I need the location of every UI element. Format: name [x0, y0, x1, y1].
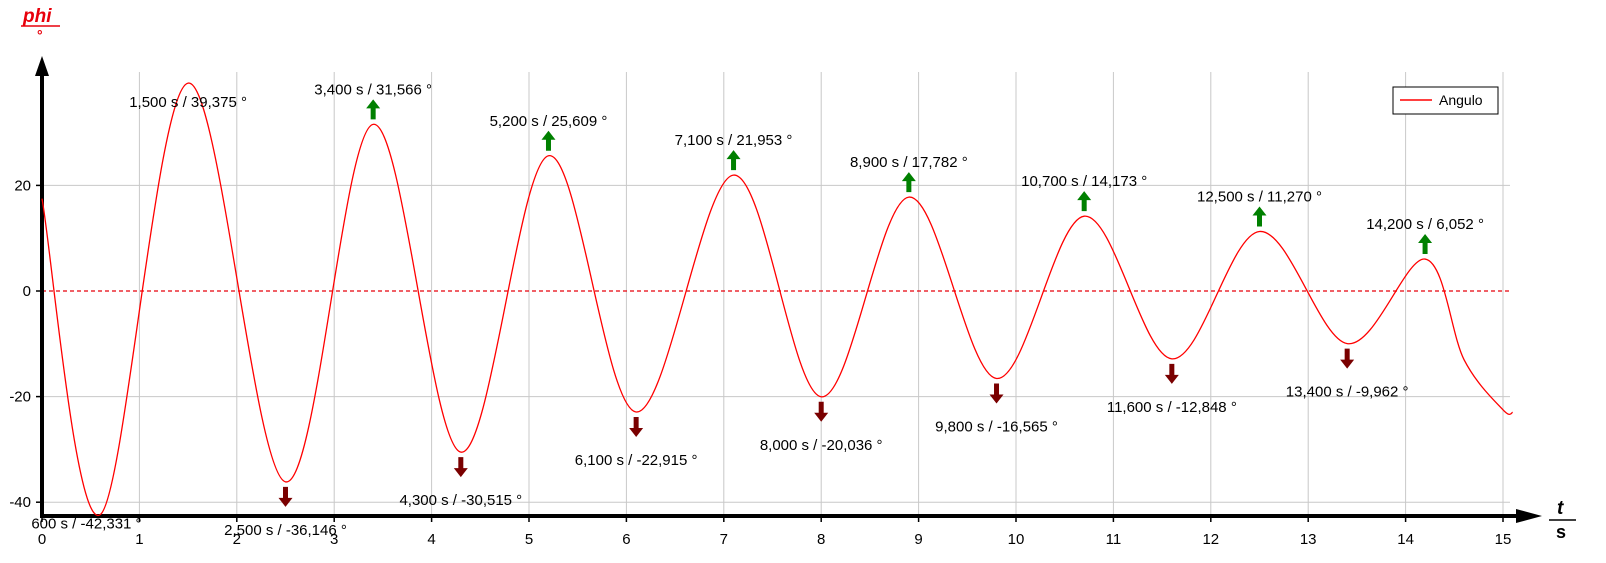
legend: Angulo — [1392, 86, 1499, 115]
annotation-arrow-6 — [629, 416, 644, 437]
y-axis-title-group: phi ° — [21, 6, 60, 43]
annotation-arrow-10 — [989, 383, 1004, 404]
x-tick-label-6: 6 — [622, 531, 630, 548]
x-tick-label-8: 8 — [817, 531, 825, 548]
annotation-arrow-9 — [901, 172, 916, 193]
annotation-arrow-5 — [541, 130, 556, 151]
annotation-arrow-14 — [1340, 348, 1355, 369]
y-tick-label-0: 0 — [23, 283, 31, 300]
annotation-label-14: 13,400 s / -9,962 ° — [1286, 384, 1409, 401]
annotation-label-4: 4,300 s / -30,515 ° — [399, 492, 522, 509]
annotation-arrow-12 — [1164, 363, 1179, 384]
legend-label-angulo: Angulo — [1439, 92, 1483, 108]
series-line-angulo — [41, 82, 1513, 516]
annotation-label-11: 10,700 s / 14,173 ° — [1021, 173, 1147, 190]
x-tick-label-7: 7 — [720, 531, 728, 548]
annotation-label-2: 2,500 s / -36,146 ° — [224, 522, 347, 539]
annotation-arrow-2 — [278, 486, 293, 507]
x-tick-label-9: 9 — [914, 531, 922, 548]
axes — [35, 56, 1542, 523]
annotation-label-8: 8,000 s / -20,036 ° — [760, 437, 883, 454]
x-axis-unit: s — [1556, 522, 1566, 542]
x-tick-label-3: 3 — [330, 531, 338, 548]
y-axis-arrowhead — [35, 56, 49, 76]
annotation-label-7: 7,100 s / 21,953 ° — [675, 132, 793, 149]
x-tick-label-5: 5 — [525, 531, 533, 548]
x-axis-arrowhead — [1516, 509, 1542, 523]
x-tick-label-11: 11 — [1106, 531, 1122, 548]
y-tick-label--40: -40 — [9, 494, 31, 511]
x-tick-label-13: 13 — [1300, 531, 1317, 548]
x-tick-label-12: 12 — [1202, 531, 1219, 548]
annotation-arrow-15 — [1418, 234, 1433, 255]
x-tick-label-1: 1 — [135, 531, 143, 548]
y-axis-unit: ° — [37, 27, 43, 43]
annotation-label-15: 14,200 s / 6,052 ° — [1366, 216, 1484, 233]
annotation-label-6: 6,100 s / -22,915 ° — [575, 452, 698, 469]
annotation-arrow-7 — [726, 150, 741, 171]
series-layer — [41, 82, 1513, 516]
y-tick-label--20: -20 — [9, 389, 31, 406]
annotation-arrow-8 — [814, 401, 829, 422]
y-axis-name: phi — [22, 6, 52, 27]
annotation-label-10: 9,800 s / -16,565 ° — [935, 418, 1058, 435]
x-tick-label-2: 2 — [233, 531, 241, 548]
annotations: 600 s / -42,331 ° 1,500 s / 39,375 ° 2,500… — [31, 81, 1484, 539]
x-tick-label-14: 14 — [1397, 531, 1414, 548]
annotation-label-9: 8,900 s / 17,782 ° — [850, 154, 968, 171]
annotation-label-1: 1,500 s / 39,375 ° — [129, 94, 247, 111]
annotation-label-12: 11,600 s / -12,848 ° — [1107, 399, 1237, 416]
x-axis-title-group: t s — [1549, 498, 1576, 542]
annotation-arrow-4 — [453, 457, 468, 478]
annotation-label-13: 12,500 s / 11,270 ° — [1197, 188, 1322, 205]
y-tick-label-20: 20 — [14, 177, 31, 194]
annotation-label-5: 5,200 s / 25,609 ° — [490, 113, 608, 130]
x-tick-label-10: 10 — [1008, 531, 1025, 548]
x-tick-label-15: 15 — [1495, 531, 1512, 548]
annotation-arrow-11 — [1077, 191, 1092, 212]
x-tick-label-4: 4 — [427, 531, 435, 548]
annotation-arrow-3 — [366, 99, 381, 120]
annotation-arrow-13 — [1252, 206, 1267, 227]
annotation-label-3: 3,400 s / 31,566 ° — [314, 81, 432, 98]
x-tick-label-0: 0 — [38, 531, 46, 548]
annotation-label-0: 600 s / -42,331 ° — [31, 516, 141, 533]
x-axis-name: t — [1557, 498, 1564, 519]
